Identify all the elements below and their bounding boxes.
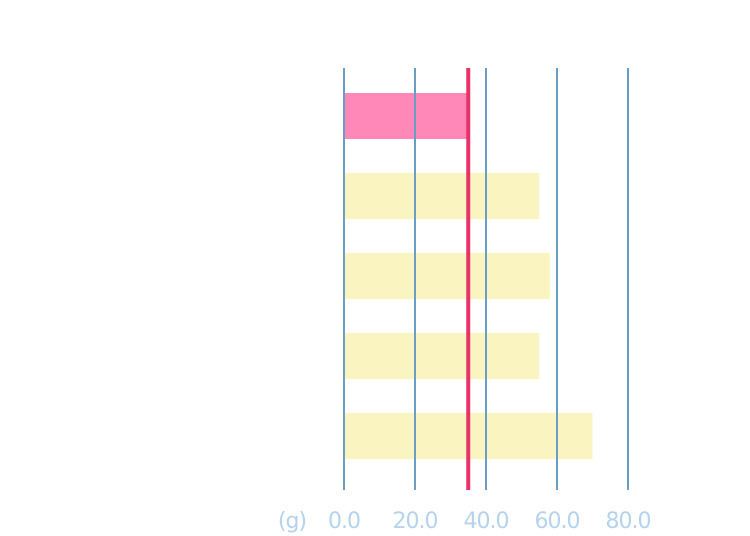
x-tick-label: 80.0 [606,509,651,534]
bar [344,173,540,219]
bar [344,333,540,379]
x-tick-label: 40.0 [464,509,509,534]
x-tick-label: 60.0 [535,509,580,534]
x-tick-label: 20.0 [393,509,438,534]
x-tick-label: 0.0 [328,509,360,534]
bar [344,253,550,299]
x-axis-label: (g) [278,509,306,534]
bar [344,93,469,139]
